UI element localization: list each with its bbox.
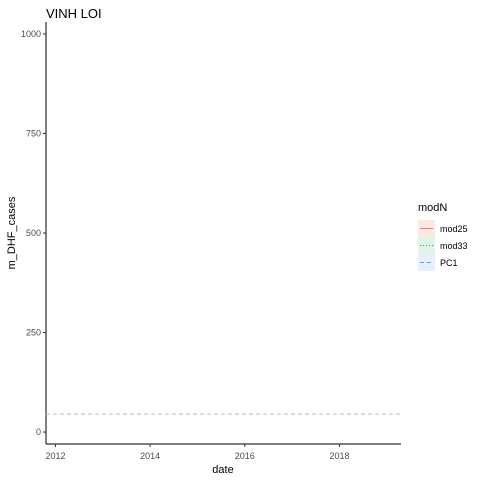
x-tick-label: 2014 <box>140 451 160 461</box>
chart-title: VINH LOI <box>46 6 102 21</box>
legend-item-mod33: mod33 <box>418 237 468 254</box>
plot-area <box>45 22 401 445</box>
legend-label: mod25 <box>440 224 468 234</box>
y-axis-ticks: 0 250 500 750 1000 <box>21 29 46 437</box>
x-tick-label: 2012 <box>45 451 65 461</box>
y-axis-title: m_DHF_cases <box>6 196 18 269</box>
x-tick-label: 2016 <box>235 451 255 461</box>
legend-title: modN <box>418 202 447 214</box>
y-tick-label: 750 <box>26 128 41 138</box>
legend-label: mod33 <box>440 241 468 251</box>
legend-item-pc1: PC1 <box>418 254 458 271</box>
y-tick-label: 0 <box>36 427 41 437</box>
legend-label: PC1 <box>440 258 458 268</box>
x-axis-ticks: 2012 2014 2016 2018 <box>45 444 349 461</box>
x-axis-title: date <box>212 464 233 476</box>
legend-key-background <box>418 254 435 271</box>
x-tick-label: 2018 <box>329 451 349 461</box>
y-tick-label: 500 <box>26 228 41 238</box>
legend-item-mod25: mod25 <box>418 220 468 237</box>
y-tick-label: 1000 <box>21 29 41 39</box>
y-tick-label: 250 <box>26 328 41 338</box>
legend: modN mod25 mod33 PC1 <box>418 202 468 271</box>
